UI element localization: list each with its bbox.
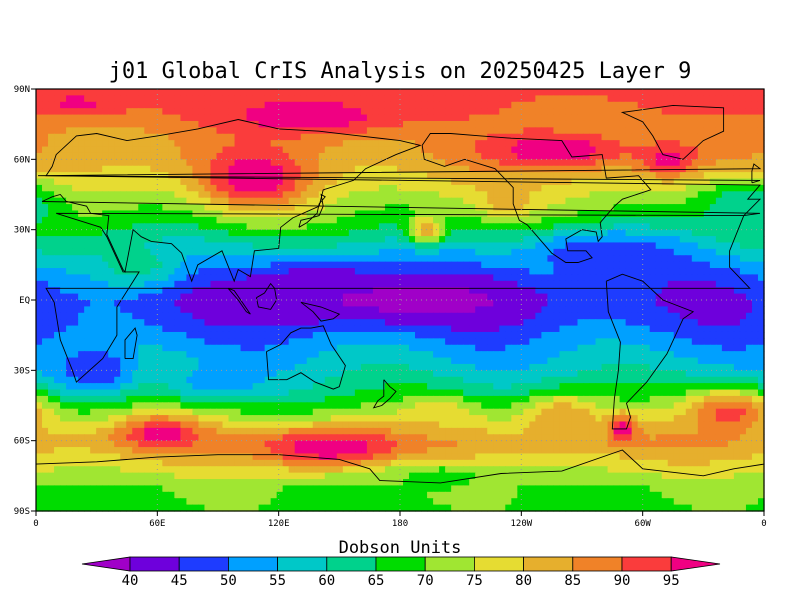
colorbar-tick-label: 75 [466,573,483,589]
colorbar-segment [129,556,180,572]
longitude-ticks: 0 60E 120E 180 120W 60W 0 [33,511,767,529]
colorbar-tick-label: 70 [417,573,434,589]
y-tick-label: 30N [14,226,30,236]
x-tick-label: 120W [510,519,532,529]
x-tick-label: 0 [33,519,38,529]
y-tick-label: EQ [19,296,30,306]
y-tick-label: 90S [14,507,30,517]
x-tick-label: 0 [761,519,766,529]
x-tick-label: 180 [392,519,408,529]
y-tick-label: 90N [14,85,30,95]
x-tick-label: 60E [149,519,165,529]
colorbar-segment [375,556,426,572]
colorbar-tick-label: 80 [515,573,532,589]
colorbar-title: Dobson Units [339,538,462,558]
colorbar-tick-label: 85 [564,573,581,589]
colorbar-tick-label: 60 [318,573,335,589]
x-tick-label: 60W [635,519,652,529]
lat-lon-grid [36,89,764,511]
colorbar-segment [424,556,475,572]
colorbar-segment [326,556,377,572]
colorbar-labels: 40 45 50 55 60 65 70 75 80 85 90 95 [122,573,680,589]
y-tick-label: 60S [14,437,30,447]
colorbar-segment [227,556,278,572]
colorbar-tick-label: 40 [122,573,139,589]
colorbar-segment [621,556,672,572]
latitude-ticks: 90N 60N 30N EQ 30S 60S 90S [14,85,36,517]
colorbar-segment [277,556,328,572]
y-tick-label: 60N [14,155,30,165]
colorbar-tick-label: 65 [368,573,385,589]
colorbar-segment [572,556,623,572]
colorbar-tick-label: 55 [269,573,286,589]
colorbar-segment [523,556,574,572]
chart-title: j01 Global CrIS Analysis on 20250425 Lay… [109,59,692,84]
colorbar-tick-label: 90 [614,573,631,589]
colorbar-segment [473,556,524,572]
colorbar [81,556,721,572]
colorbar-tick-label: 50 [220,573,237,589]
colorbar-low-arrow [81,556,131,572]
coastlines [35,104,765,484]
colorbar-tick-label: 95 [663,573,680,589]
ozone-field [36,89,765,512]
colorbar-segment [178,556,229,572]
colorbar-tick-label: 45 [171,573,188,589]
colorbar-high-arrow [670,556,721,572]
x-tick-label: 120E [268,519,290,529]
y-tick-label: 30S [14,366,30,376]
